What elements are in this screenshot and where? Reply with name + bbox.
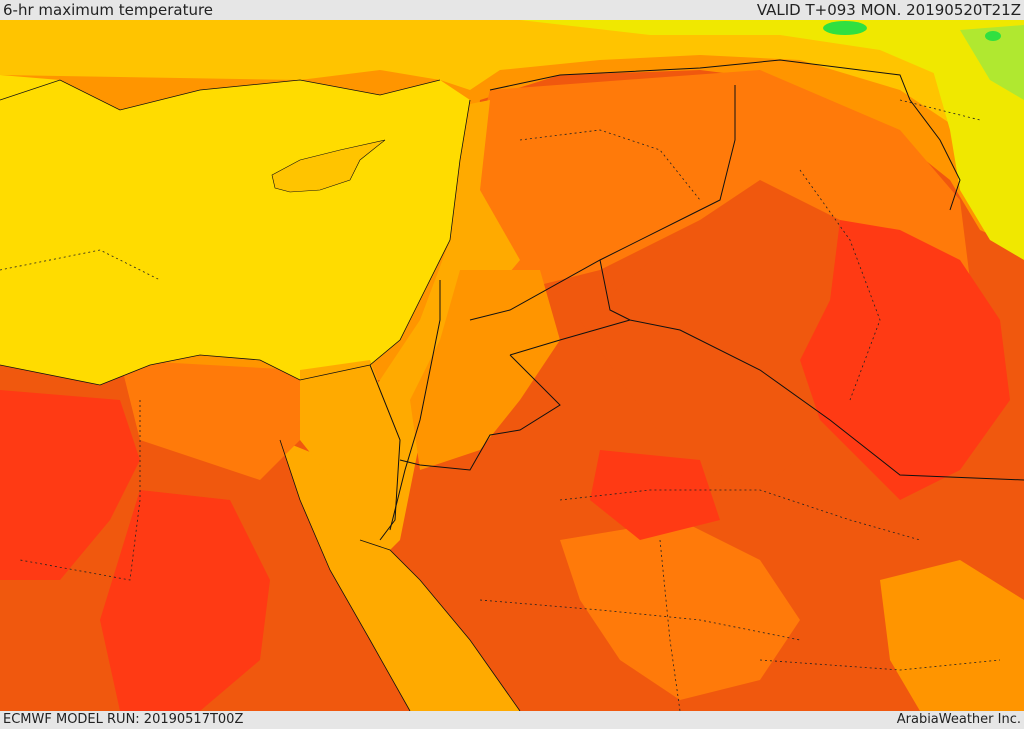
iraq-hot-zone: [800, 220, 1010, 500]
jordan-orange: [410, 270, 560, 470]
map-title: 6-hr maximum temperature: [3, 1, 214, 19]
bottom-bar: ECMWF MODEL RUN: 20190517T00Z ArabiaWeat…: [0, 711, 1024, 729]
green-patch: [823, 21, 867, 35]
temperature-map[interactable]: [0, 20, 1024, 711]
province-borders: [0, 99, 1001, 711]
country-borders: [369, 59, 1024, 541]
egypt-hottest-2: [100, 490, 270, 711]
saudi-warm-patch: [560, 520, 800, 700]
syria-orange-zone: [470, 70, 970, 290]
saudi-hot-patch: [590, 450, 720, 540]
east-hot-zone: [580, 220, 840, 490]
cyprus: [271, 139, 386, 193]
mediterranean-sea: [0, 75, 470, 385]
red-sea: [280, 440, 520, 711]
northeast-coolest-patch: [960, 25, 1024, 100]
northeast-cool-patch: [930, 40, 1024, 260]
egypt-warm: [120, 360, 300, 480]
northern-yellow-band: [0, 20, 1024, 170]
green-patch-2: [985, 31, 1001, 41]
valid-time-label: VALID T+093 MON. 20190520T21Z: [756, 1, 1021, 19]
coastlines: [0, 79, 521, 711]
saudi-warm-patch-2: [880, 560, 1024, 711]
sinai: [300, 360, 400, 540]
top-bar: 6-hr maximum temperature VALID T+093 MON…: [0, 0, 1024, 20]
egypt-hottest: [0, 390, 140, 580]
model-run-label: ECMWF MODEL RUN: 20190517T00Z: [3, 712, 244, 727]
temperature-map-svg: [0, 20, 1024, 711]
northern-cool-band: [520, 20, 1024, 100]
credit-label: ArabiaWeather Inc.: [896, 712, 1021, 727]
